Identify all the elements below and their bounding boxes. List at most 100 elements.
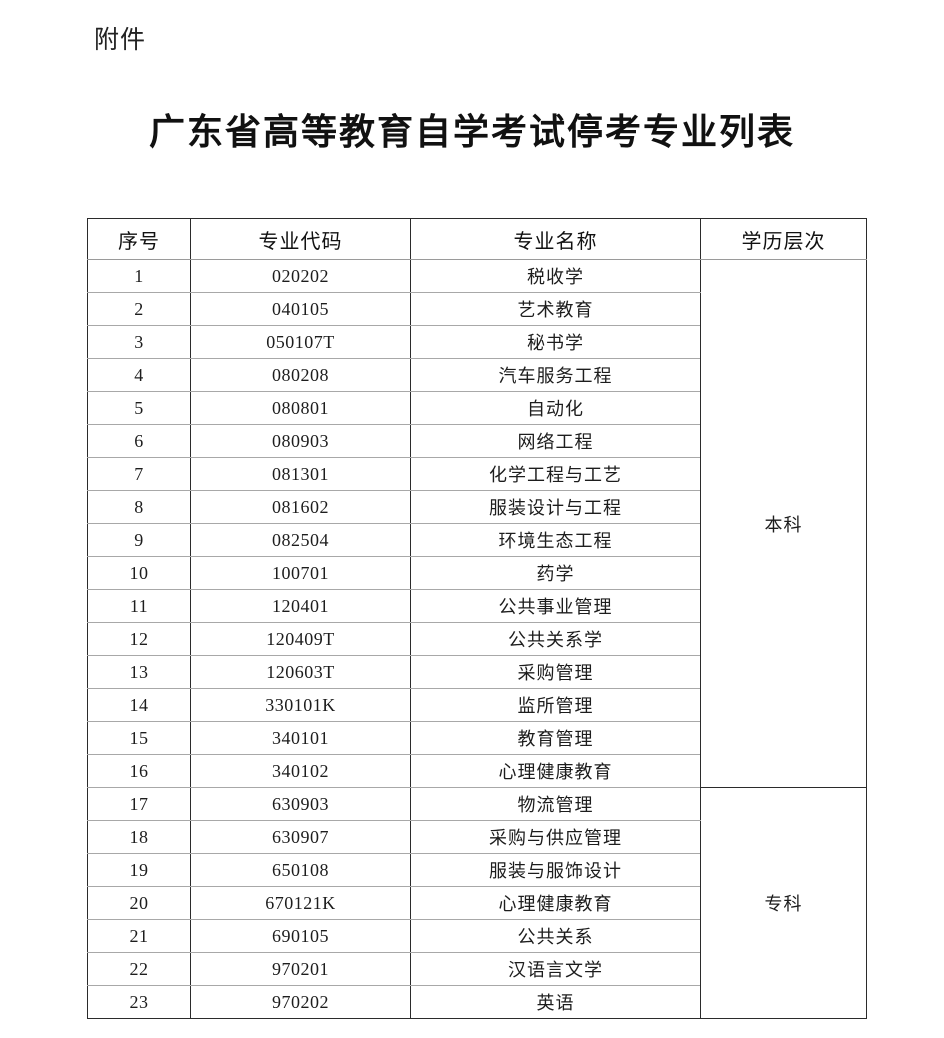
cell-major-name: 秘书学	[410, 325, 701, 359]
column-header-code: 专业代码	[190, 218, 411, 260]
table-row: 19 650108 服装与服饰设计	[87, 853, 867, 887]
column-header-seq: 序号	[87, 218, 191, 260]
cell-major-name: 公共关系学	[410, 622, 701, 656]
cell-sequence: 4	[87, 358, 191, 392]
cell-major-code: 650108	[190, 853, 411, 887]
table-row: 4 080208 汽车服务工程	[87, 358, 867, 392]
cell-major-name: 采购管理	[410, 655, 701, 689]
attachment-label: 附件	[94, 25, 147, 54]
cell-education-level: 专科	[700, 787, 867, 1019]
table-row: 17 630903 物流管理 专科	[87, 787, 867, 1019]
cell-sequence: 22	[87, 952, 191, 986]
cell-sequence: 7	[87, 457, 191, 491]
cell-major-name: 心理健康教育	[410, 754, 701, 788]
cell-major-code: 080903	[190, 424, 411, 458]
cell-sequence: 12	[87, 622, 191, 656]
table-row: 9 082504 环境生态工程	[87, 523, 867, 557]
cell-major-code: 120603T	[190, 655, 411, 689]
cell-major-code: 050107T	[190, 325, 411, 359]
table-row: 10 100701 药学	[87, 556, 867, 590]
cell-major-code: 340102	[190, 754, 411, 788]
cell-major-name: 网络工程	[410, 424, 701, 458]
table-row: 11 120401 公共事业管理	[87, 589, 867, 623]
table-row: 22 970201 汉语言文学	[87, 952, 867, 986]
table-row: 18 630907 采购与供应管理	[87, 820, 867, 854]
suspended-majors-table: 序号 专业代码 专业名称 学历层次 1 020202 税收学 本科 2 040105 艺术教…	[87, 218, 867, 1019]
table-row: 2 040105 艺术教育	[87, 292, 867, 326]
cell-major-name: 汉语言文学	[410, 952, 701, 986]
cell-major-code: 020202	[190, 259, 411, 293]
cell-major-code: 690105	[190, 919, 411, 953]
table-row: 13 120603T 采购管理	[87, 655, 867, 689]
cell-major-code: 630907	[190, 820, 411, 854]
cell-sequence: 23	[87, 985, 191, 1019]
cell-major-code: 081602	[190, 490, 411, 524]
cell-major-code: 630903	[190, 787, 411, 821]
cell-major-code: 081301	[190, 457, 411, 491]
cell-sequence: 20	[87, 886, 191, 920]
cell-sequence: 3	[87, 325, 191, 359]
cell-sequence: 5	[87, 391, 191, 425]
cell-major-code: 120401	[190, 589, 411, 623]
cell-major-code: 120409T	[190, 622, 411, 656]
column-header-name: 专业名称	[410, 218, 701, 260]
cell-major-code: 082504	[190, 523, 411, 557]
cell-major-name: 自动化	[410, 391, 701, 425]
table-row: 12 120409T 公共关系学	[87, 622, 867, 656]
table-row: 8 081602 服装设计与工程	[87, 490, 867, 524]
cell-major-name: 艺术教育	[410, 292, 701, 326]
major-table-container: 序号 专业代码 专业名称 学历层次 1 020202 税收学 本科 2 040105 艺术教…	[87, 218, 867, 1019]
cell-major-code: 970201	[190, 952, 411, 986]
table-row: 23 970202 英语	[87, 985, 867, 1019]
page-title: 广东省高等教育自学考试停考专业列表	[148, 112, 795, 152]
cell-major-name: 药学	[410, 556, 701, 590]
cell-sequence: 13	[87, 655, 191, 689]
table-row: 3 050107T 秘书学	[87, 325, 867, 359]
cell-sequence: 2	[87, 292, 191, 326]
cell-major-name: 环境生态工程	[410, 523, 701, 557]
cell-major-name: 监所管理	[410, 688, 701, 722]
table-body: 1 020202 税收学 本科 2 040105 艺术教育 3 050107T 秘书学 4 08020…	[87, 259, 867, 1019]
table-row: 1 020202 税收学 本科	[87, 259, 867, 788]
cell-sequence: 17	[87, 787, 191, 821]
cell-major-name: 公共事业管理	[410, 589, 701, 623]
cell-major-name: 化学工程与工艺	[410, 457, 701, 491]
cell-major-code: 040105	[190, 292, 411, 326]
cell-sequence: 6	[87, 424, 191, 458]
cell-major-name: 公共关系	[410, 919, 701, 953]
cell-sequence: 11	[87, 589, 191, 623]
table-row: 7 081301 化学工程与工艺	[87, 457, 867, 491]
table-row: 5 080801 自动化	[87, 391, 867, 425]
cell-major-name: 采购与供应管理	[410, 820, 701, 854]
cell-major-name: 教育管理	[410, 721, 701, 755]
cell-sequence: 14	[87, 688, 191, 722]
cell-sequence: 19	[87, 853, 191, 887]
cell-major-code: 970202	[190, 985, 411, 1019]
table-row: 20 670121K 心理健康教育	[87, 886, 867, 920]
table-header-row: 序号 专业代码 专业名称 学历层次	[87, 218, 867, 260]
cell-sequence: 16	[87, 754, 191, 788]
cell-major-name: 服装设计与工程	[410, 490, 701, 524]
cell-major-name: 心理健康教育	[410, 886, 701, 920]
cell-education-level: 本科	[700, 259, 867, 788]
cell-sequence: 10	[87, 556, 191, 590]
cell-sequence: 15	[87, 721, 191, 755]
table-row: 15 340101 教育管理	[87, 721, 867, 755]
cell-major-code: 330101K	[190, 688, 411, 722]
cell-sequence: 9	[87, 523, 191, 557]
cell-major-code: 670121K	[190, 886, 411, 920]
cell-major-code: 080208	[190, 358, 411, 392]
cell-sequence: 21	[87, 919, 191, 953]
cell-major-name: 服装与服饰设计	[410, 853, 701, 887]
cell-major-name: 物流管理	[410, 787, 701, 821]
table-row: 21 690105 公共关系	[87, 919, 867, 953]
cell-sequence: 18	[87, 820, 191, 854]
cell-major-code: 080801	[190, 391, 411, 425]
cell-major-name: 英语	[410, 985, 701, 1019]
cell-major-name: 汽车服务工程	[410, 358, 701, 392]
table-row: 16 340102 心理健康教育	[87, 754, 867, 788]
cell-sequence: 1	[87, 259, 191, 293]
table-header: 序号 专业代码 专业名称 学历层次	[87, 218, 867, 260]
cell-major-code: 100701	[190, 556, 411, 590]
